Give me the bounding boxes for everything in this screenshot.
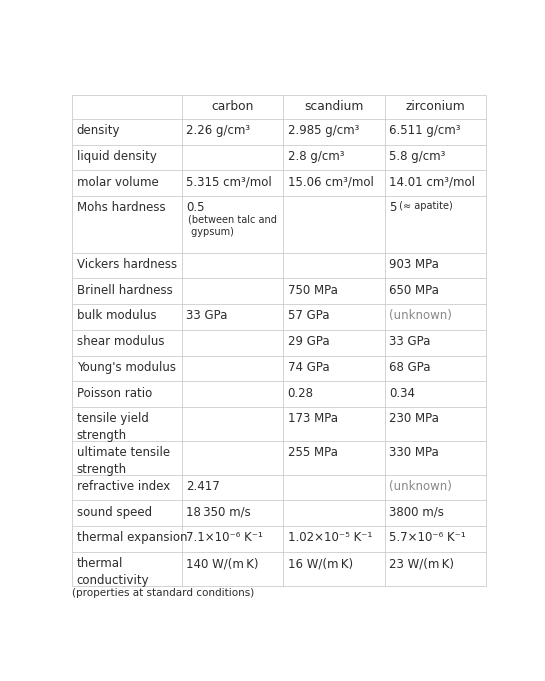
Text: 33 GPa: 33 GPa [186,309,228,322]
Text: (unknown): (unknown) [389,480,452,493]
Text: 2.26 g/cm³: 2.26 g/cm³ [186,124,250,137]
Text: 5.315 cm³/mol: 5.315 cm³/mol [186,176,272,189]
Text: shear modulus: shear modulus [76,335,164,348]
Text: Brinell hardness: Brinell hardness [76,283,172,296]
Text: 5: 5 [389,202,396,215]
Text: 23 W/(m K): 23 W/(m K) [389,557,454,570]
Text: Poisson ratio: Poisson ratio [76,387,152,400]
Text: 255 MPa: 255 MPa [288,446,337,459]
Text: Mohs hardness: Mohs hardness [76,202,165,215]
Text: 903 MPa: 903 MPa [389,258,439,271]
Text: 0.5: 0.5 [186,202,205,215]
Text: 0.34: 0.34 [389,387,415,400]
Text: 33 GPa: 33 GPa [389,335,431,348]
Text: Vickers hardness: Vickers hardness [76,258,177,271]
Text: liquid density: liquid density [76,150,156,163]
Text: density: density [76,124,120,137]
Text: 7.1×10⁻⁶ K⁻¹: 7.1×10⁻⁶ K⁻¹ [186,531,263,544]
Text: molar volume: molar volume [76,176,158,189]
Text: 1.02×10⁻⁵ K⁻¹: 1.02×10⁻⁵ K⁻¹ [288,531,372,544]
Text: tensile yield
strength: tensile yield strength [76,412,148,442]
Text: (unknown): (unknown) [389,309,452,322]
Text: scandium: scandium [305,100,364,114]
Text: (between talc and
 gypsum): (between talc and gypsum) [187,215,276,237]
Text: 5.8 g/cm³: 5.8 g/cm³ [389,150,445,163]
Text: 650 MPa: 650 MPa [389,283,439,296]
Text: 15.06 cm³/mol: 15.06 cm³/mol [288,176,373,189]
Text: 230 MPa: 230 MPa [389,412,439,426]
Text: 140 W/(m K): 140 W/(m K) [186,557,259,570]
Text: 68 GPa: 68 GPa [389,361,431,374]
Text: 29 GPa: 29 GPa [288,335,329,348]
Text: refractive index: refractive index [76,480,170,493]
Text: 57 GPa: 57 GPa [288,309,329,322]
Text: 16 W/(m K): 16 W/(m K) [288,557,353,570]
Text: 5.7×10⁻⁶ K⁻¹: 5.7×10⁻⁶ K⁻¹ [389,531,466,544]
Text: 74 GPa: 74 GPa [288,361,329,374]
Text: 6.511 g/cm³: 6.511 g/cm³ [389,124,461,137]
Text: 2.985 g/cm³: 2.985 g/cm³ [288,124,359,137]
Text: 2.417: 2.417 [186,480,220,493]
Text: 18 350 m/s: 18 350 m/s [186,506,251,519]
Text: Young's modulus: Young's modulus [76,361,175,374]
Text: thermal
conductivity: thermal conductivity [76,557,149,587]
Text: 330 MPa: 330 MPa [389,446,439,459]
Text: 750 MPa: 750 MPa [288,283,337,296]
Text: (≈ apatite): (≈ apatite) [396,202,453,212]
Text: sound speed: sound speed [76,506,152,519]
Text: thermal expansion: thermal expansion [76,531,187,544]
Text: ultimate tensile
strength: ultimate tensile strength [76,446,169,475]
Text: 2.8 g/cm³: 2.8 g/cm³ [288,150,344,163]
Text: zirconium: zirconium [405,100,465,114]
Text: (properties at standard conditions): (properties at standard conditions) [72,588,255,598]
Text: 173 MPa: 173 MPa [288,412,338,426]
Text: 14.01 cm³/mol: 14.01 cm³/mol [389,176,475,189]
Text: 0.28: 0.28 [288,387,314,400]
Text: carbon: carbon [211,100,254,114]
Text: 3800 m/s: 3800 m/s [389,506,444,519]
Text: bulk modulus: bulk modulus [76,309,156,322]
